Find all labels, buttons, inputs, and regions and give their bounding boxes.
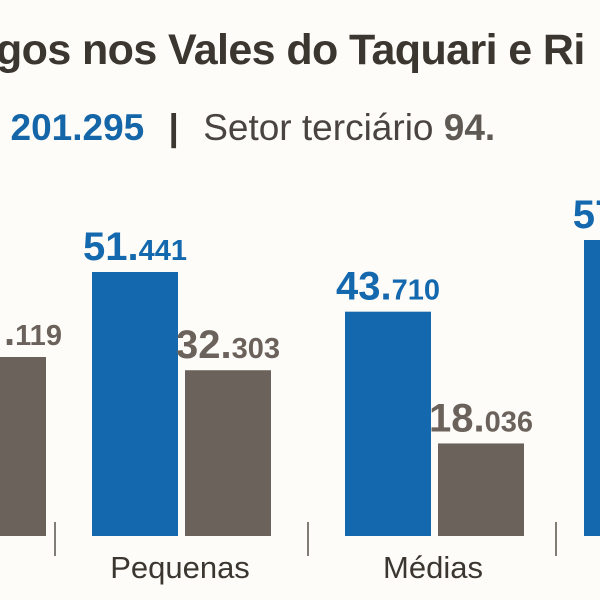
subtitle-separator: | — [168, 107, 179, 148]
value-label-gray-1: 32.303 — [176, 323, 280, 367]
value-label-blue-1: 51.441 — [83, 225, 187, 269]
category-label-1: Pequenas — [110, 550, 250, 585]
subtitle-second-value: 94. — [443, 107, 496, 148]
bar-gray-1 — [185, 370, 271, 536]
chart-subtitle: l 201.295 | Setor terciário 94. — [0, 107, 495, 149]
subtitle-second-label: Setor terciário — [203, 107, 434, 148]
value-label-blue-2: 43.710 — [336, 265, 440, 309]
bar-left-gray — [0, 357, 46, 536]
bar-right-blue — [584, 240, 600, 536]
value-label-blue-3: 57 — [573, 193, 600, 237]
chart-title: gos nos Vales do Taquari e Ri — [0, 26, 585, 74]
bar-blue-1 — [92, 272, 178, 536]
bar-gray-2 — [438, 443, 524, 536]
subtitle-lead-value: 201.295 — [10, 107, 145, 148]
value-label-gray-2: 18.036 — [429, 396, 533, 440]
bar-blue-2 — [345, 311, 431, 536]
category-label-2: Médias — [383, 550, 483, 585]
value-label-gray-0: .119 — [4, 310, 62, 354]
